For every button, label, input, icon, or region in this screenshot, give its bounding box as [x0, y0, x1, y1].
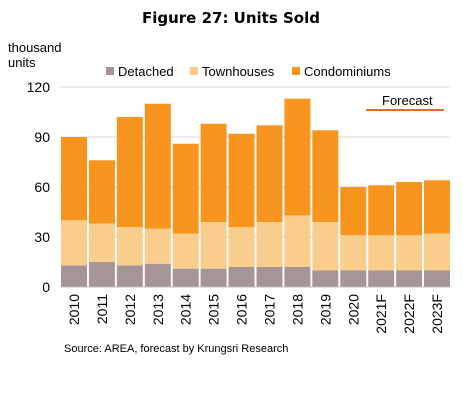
x-tick-label: 2013	[150, 294, 166, 325]
x-tick-label: 2016	[234, 294, 250, 325]
chart-title: Figure 27: Units Sold	[142, 9, 320, 27]
bar-townhouses-2018	[284, 215, 311, 267]
bar-detached-2012	[116, 265, 143, 287]
bar-detached-2018	[284, 267, 311, 287]
x-tick-label: 2019	[317, 294, 333, 325]
bar-condominiums-2022f	[396, 182, 423, 236]
x-tick-label: 2017	[261, 294, 277, 325]
bar-detached-2010	[61, 265, 87, 287]
y-tick-label: 60	[34, 179, 50, 195]
x-tick-label: 2014	[178, 294, 194, 325]
bar-detached-2011	[88, 262, 115, 287]
bar-townhouses-2023f	[424, 233, 450, 271]
x-tick-label: 2020	[345, 294, 361, 325]
bar-condominiums-2016	[228, 133, 255, 227]
x-tick-label: 2018	[289, 294, 305, 325]
bar-townhouses-2012	[116, 227, 143, 266]
legend-swatch-condominiums	[292, 67, 300, 75]
bar-detached-2017	[256, 267, 283, 287]
bar-townhouses-2017	[256, 222, 283, 267]
bars	[61, 98, 450, 287]
legend-label-townhouses: Townhouses	[202, 64, 275, 79]
x-tick-label: 2023F	[429, 294, 445, 334]
bar-detached-2015	[200, 268, 227, 287]
x-tick-label: 2022F	[401, 294, 417, 334]
x-tick-label: 2010	[66, 294, 82, 325]
bar-condominiums-2017	[256, 125, 283, 222]
source-note: Source: AREA, forecast by Krungsri Resea…	[64, 343, 288, 355]
y-axis-label-line1: thousand	[8, 40, 62, 55]
x-axis-ticks: 2010 2011 2012 2013 2014 2015 2016 2017 2018 2019…	[66, 294, 445, 334]
legend-swatch-detached	[106, 67, 114, 75]
bar-detached-2023f	[424, 270, 450, 287]
bar-condominiums-2023f	[424, 180, 450, 234]
legend: Detached Townhouses Condominiums	[106, 64, 391, 79]
y-axis-label-line2: units	[8, 55, 36, 70]
bar-townhouses-2020	[340, 235, 367, 271]
bar-detached-2022f	[396, 270, 423, 287]
bar-condominiums-2012	[116, 117, 143, 227]
y-axis-ticks: 0 30 60 90 120	[27, 79, 51, 295]
bar-detached-2014	[172, 268, 199, 287]
bar-townhouses-2015	[200, 222, 227, 269]
bar-condominiums-2019	[312, 130, 339, 222]
bar-condominiums-2021f	[368, 185, 395, 236]
bar-detached-2016	[228, 267, 255, 287]
legend-label-detached: Detached	[118, 64, 174, 79]
bar-detached-2020	[340, 270, 367, 287]
bar-condominiums-2014	[172, 143, 199, 234]
bar-condominiums-2015	[200, 123, 227, 222]
legend-label-condominiums: Condominiums	[304, 64, 391, 79]
bar-townhouses-2019	[312, 222, 339, 271]
x-tick-label: 2021F	[373, 294, 389, 334]
bar-detached-2021f	[368, 270, 395, 287]
x-tick-label: 2012	[122, 294, 138, 325]
bar-detached-2013	[144, 263, 171, 287]
y-tick-label: 30	[34, 229, 50, 245]
forecast-label: Forecast	[382, 93, 433, 108]
bar-townhouses-2022f	[396, 235, 423, 271]
x-tick-label: 2011	[94, 294, 110, 324]
bar-townhouses-2014	[172, 233, 199, 269]
bar-detached-2019	[312, 270, 339, 287]
y-tick-label: 120	[27, 79, 51, 95]
bar-condominiums-2010	[61, 137, 87, 221]
bar-condominiums-2018	[284, 98, 311, 216]
bar-townhouses-2013	[144, 228, 171, 264]
bar-condominiums-2011	[88, 160, 115, 224]
y-tick-label: 90	[34, 129, 50, 145]
x-tick-label: 2015	[206, 294, 222, 325]
bar-townhouses-2016	[228, 227, 255, 267]
bar-condominiums-2013	[144, 103, 171, 229]
bar-townhouses-2010	[61, 220, 87, 266]
legend-swatch-townhouses	[190, 67, 198, 75]
bar-townhouses-2011	[88, 223, 115, 262]
bar-townhouses-2021f	[368, 235, 395, 271]
bar-condominiums-2020	[340, 187, 367, 236]
y-tick-label: 0	[42, 279, 50, 295]
